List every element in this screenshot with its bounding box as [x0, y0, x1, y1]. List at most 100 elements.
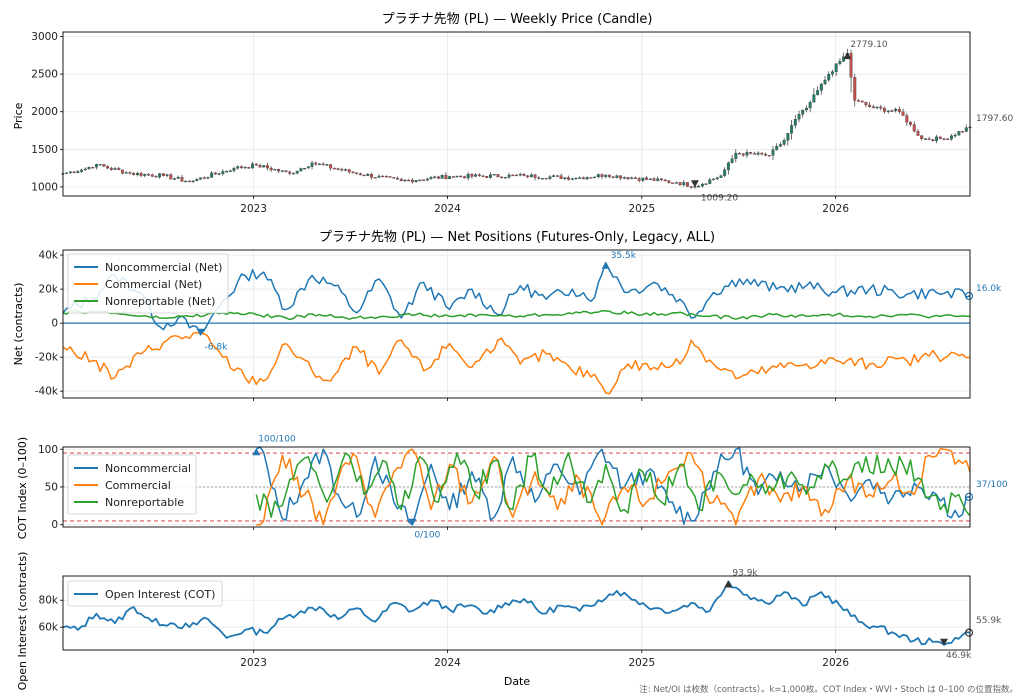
- last-marker: [964, 291, 974, 301]
- y-tick-label: 60k: [39, 622, 59, 634]
- candle-body: [704, 183, 708, 185]
- y-tick-label: 80k: [39, 595, 59, 607]
- candle-body: [853, 77, 857, 101]
- candle-body: [760, 152, 764, 155]
- candle-body: [515, 174, 518, 177]
- candle-body: [191, 180, 195, 183]
- candle-body: [373, 177, 377, 179]
- candle-body: [622, 177, 626, 179]
- series-line-noncommercial: [255, 446, 971, 526]
- candle-body: [492, 174, 496, 176]
- y-tick-label: 3000: [31, 31, 58, 43]
- candle-body: [730, 158, 734, 163]
- min-label: 46.9k: [946, 651, 972, 661]
- candle-body: [712, 178, 715, 181]
- candle-body: [648, 178, 652, 180]
- max-label: 35.5k: [611, 251, 637, 261]
- candle-body: [834, 63, 838, 72]
- candle-body: [355, 172, 359, 174]
- candle-body: [529, 174, 533, 178]
- candle-body: [210, 172, 214, 178]
- price-y-label: Price: [12, 102, 25, 129]
- candle-body: [961, 131, 965, 133]
- candle-body: [812, 94, 816, 103]
- candle-body: [306, 166, 310, 169]
- candle-body: [399, 179, 403, 182]
- candle-body: [808, 101, 812, 109]
- candle-body: [897, 108, 901, 112]
- candle-body: [537, 177, 541, 179]
- candle-body: [485, 176, 489, 178]
- candle-body: [500, 176, 504, 179]
- candle-body: [295, 170, 299, 174]
- candle-body: [422, 179, 426, 181]
- candle-body: [169, 174, 173, 180]
- high-label: 2779.10: [850, 40, 887, 50]
- candle-body: [596, 174, 600, 178]
- candle-body: [883, 107, 886, 112]
- candle-body: [277, 169, 281, 172]
- price-axes-frame: [62, 31, 971, 197]
- candle-body: [771, 149, 775, 156]
- x-tick-label: 2025: [628, 203, 655, 215]
- candle-body: [886, 110, 890, 112]
- candle-body: [199, 177, 202, 180]
- candle-body: [916, 131, 920, 136]
- candle-body: [607, 174, 611, 177]
- max-marker: [252, 448, 261, 456]
- candle-body: [671, 182, 675, 184]
- candle-body: [68, 171, 72, 173]
- candle-body: [734, 152, 738, 159]
- open-interest-panel: Open Interest (contracts) 2023 2024 2025 20…: [16, 552, 1002, 691]
- candle-body: [652, 178, 656, 181]
- candle-body: [329, 164, 333, 169]
- candle-body: [585, 177, 589, 180]
- candle-body: [217, 173, 221, 175]
- candle-body: [370, 174, 373, 178]
- oi-y-label: Open Interest (contracts): [16, 552, 29, 691]
- candle-body: [347, 169, 351, 173]
- candle-body: [113, 168, 117, 170]
- y-tick-label: 20k: [39, 284, 59, 296]
- candle-body: [474, 174, 478, 177]
- min-label: -6.8k: [205, 343, 229, 353]
- candle-body: [102, 164, 106, 167]
- candle-body: [124, 172, 128, 174]
- candle-body: [332, 167, 336, 170]
- candle-body: [875, 106, 879, 109]
- candle-body: [325, 164, 329, 166]
- candle-body: [477, 174, 481, 176]
- candle-body: [611, 176, 615, 178]
- candle-body: [778, 144, 782, 147]
- candle-body: [663, 179, 667, 182]
- candle-body: [786, 133, 790, 141]
- candle-body: [139, 173, 143, 176]
- last-label: 16.0k: [976, 284, 1002, 294]
- candle-body: [344, 169, 347, 171]
- x-axis-label: Date: [504, 675, 531, 688]
- candle-body: [340, 168, 344, 171]
- candle-body: [890, 110, 894, 112]
- candle-body: [797, 114, 801, 120]
- price-chart-title: プラチナ先物 (PL) — Weekly Price (Candle): [382, 12, 653, 27]
- candle-body: [414, 180, 418, 183]
- candle-body: [236, 166, 240, 169]
- candle-body: [860, 100, 864, 103]
- candle-body: [775, 146, 779, 150]
- candle-body: [496, 174, 500, 178]
- candle-body: [273, 169, 277, 171]
- legend-box: [67, 454, 197, 515]
- candle-body: [570, 178, 574, 180]
- candle-body: [559, 175, 563, 179]
- candle-body: [158, 173, 162, 178]
- max-marker: [724, 580, 733, 588]
- candle-body: [388, 176, 392, 178]
- candle-body: [154, 176, 158, 178]
- y-tick-label: 1500: [31, 144, 58, 156]
- candle-body: [351, 171, 355, 174]
- candle-body: [593, 176, 597, 179]
- candle-body: [726, 162, 730, 171]
- candle-body: [470, 174, 474, 177]
- candle-body: [463, 176, 466, 179]
- candle-body: [95, 164, 98, 168]
